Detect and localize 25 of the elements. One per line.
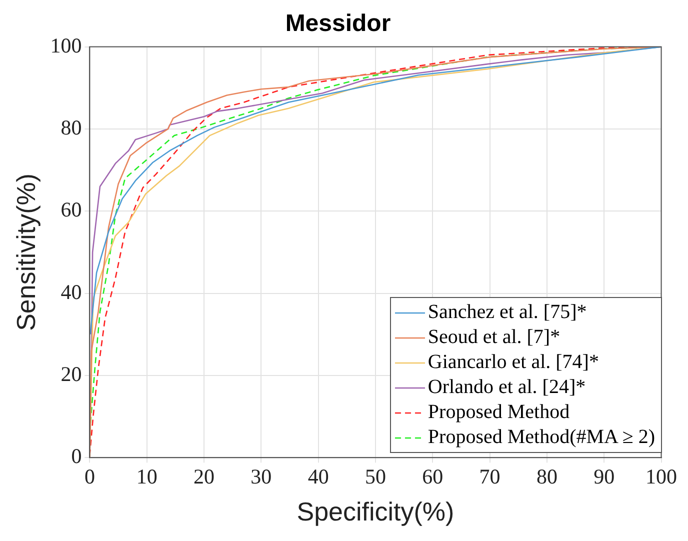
legend-label: Orlando et al. [24]* bbox=[428, 375, 586, 400]
x-tick-label: 70 bbox=[479, 464, 500, 489]
x-tick-label: 60 bbox=[422, 464, 444, 489]
y-tick-label: 40 bbox=[60, 280, 82, 304]
x-tick-label: 100 bbox=[646, 464, 677, 489]
y-tick-label: 20 bbox=[60, 362, 82, 386]
y-tick-label: 80 bbox=[60, 115, 82, 140]
x-tick-label: 80 bbox=[536, 464, 558, 489]
y-axis-title: Sensitivity(%) bbox=[10, 173, 41, 331]
chart-title: Messidor bbox=[285, 10, 391, 38]
x-tick-label: 10 bbox=[136, 464, 158, 489]
x-tick-label: 50 bbox=[364, 464, 386, 489]
y-tick-label: 60 bbox=[60, 198, 82, 222]
x-tick-label: 40 bbox=[308, 464, 329, 489]
x-tick-label: 20 bbox=[194, 464, 215, 489]
x-tick-label: 30 bbox=[250, 464, 272, 489]
x-axis-title: Specificity(%) bbox=[296, 496, 454, 527]
x-tick-label: 90 bbox=[594, 464, 615, 489]
legend-label: Sanchez et al. [75]* bbox=[428, 300, 587, 325]
y-tick-label: 0 bbox=[71, 444, 82, 468]
y-tick-label: 100 bbox=[50, 33, 82, 58]
legend-label: Proposed Method(#MA ≥ 2) bbox=[428, 425, 655, 450]
legend-label: Seoud et al. [7]* bbox=[428, 325, 560, 350]
legend-label: Giancarlo et al. [74]* bbox=[428, 350, 599, 375]
legend-label: Proposed Method bbox=[428, 400, 570, 425]
